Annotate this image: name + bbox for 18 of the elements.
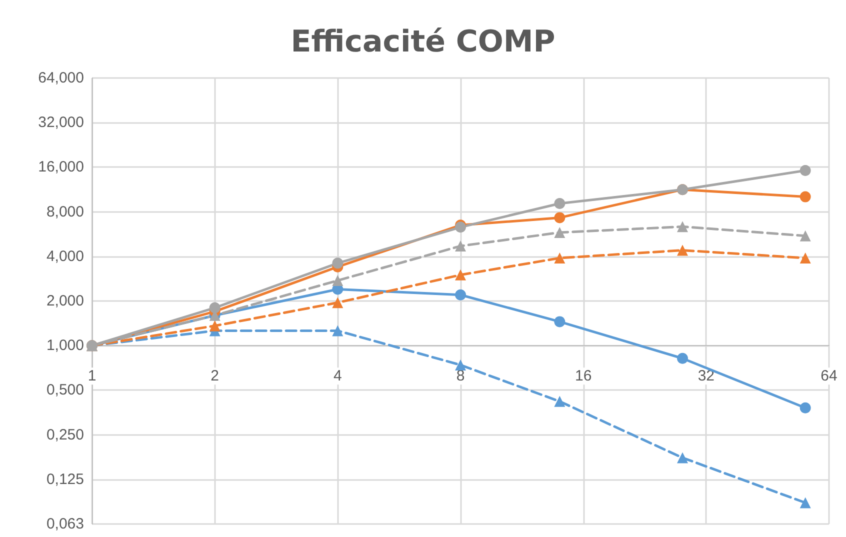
y-tick-label: 1,000 — [46, 337, 84, 354]
x-tick-label: 2 — [210, 368, 220, 385]
y-tick-label: 2,000 — [46, 292, 84, 310]
y-tick-label: 0,250 — [46, 426, 84, 444]
chart-title: Efficacité COMP — [290, 24, 556, 60]
y-tick-label: 8,000 — [46, 203, 84, 220]
y-tick-label: 0,063 — [46, 516, 84, 532]
y-tick-label: 0,125 — [46, 470, 84, 488]
y-tick-label: 4,000 — [46, 248, 84, 265]
y-tick-label: 32,000 — [38, 114, 84, 132]
x-tick-label: 8 — [456, 368, 465, 385]
x-tick-label: 4 — [333, 368, 342, 385]
y-tick-label: 16,000 — [38, 158, 84, 176]
y-tick-label: 64,000 — [38, 70, 84, 86]
y-tick-label: 0,500 — [46, 382, 84, 399]
x-tick-label: 1 — [88, 368, 96, 385]
x-tick-label: 16 — [574, 368, 592, 385]
x-tick-label: 64 — [820, 368, 838, 385]
